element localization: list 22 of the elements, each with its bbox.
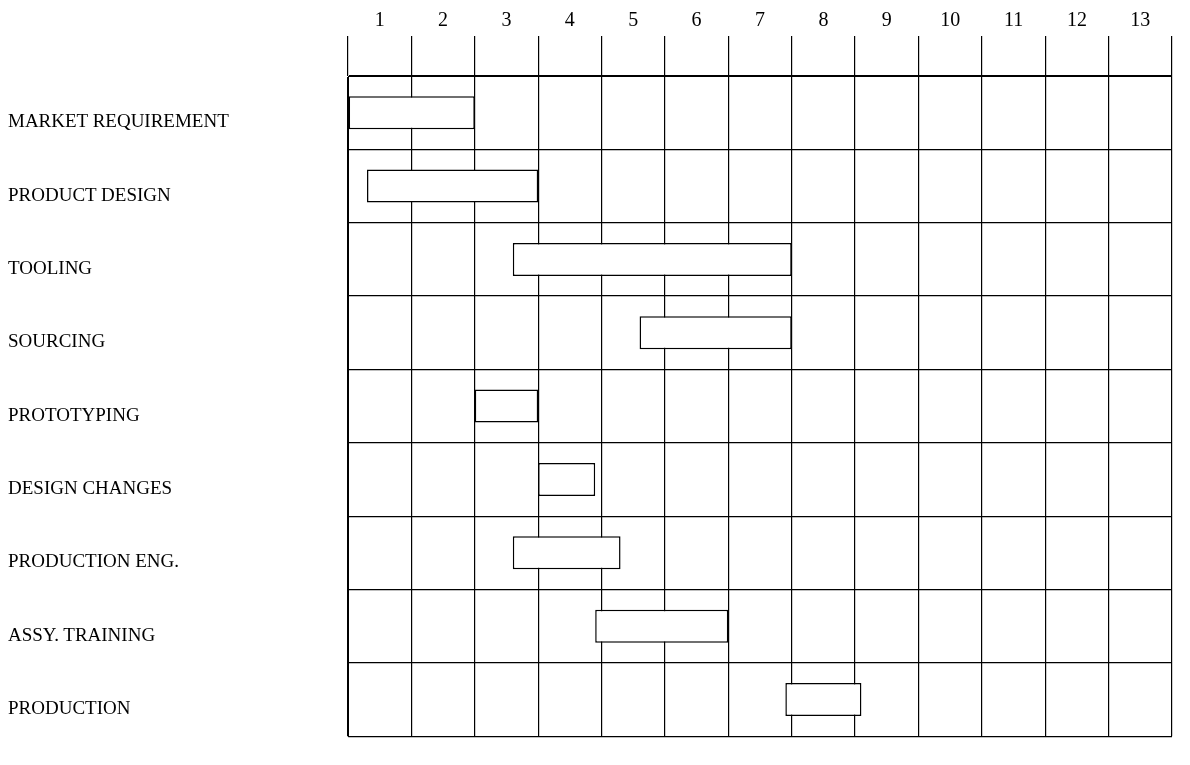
x-tick-label: 2: [438, 8, 449, 31]
y-tick-label: SOURCING: [8, 330, 106, 352]
x-tick-label: 1: [374, 8, 385, 31]
x-tick-label: 4: [564, 8, 575, 31]
x-tick-label: 3: [501, 8, 512, 31]
x-tick-label: 12: [1066, 8, 1087, 31]
x-tick-label: 10: [940, 8, 961, 31]
x-tick-label: 8: [818, 8, 829, 31]
x-tick-label: 13: [1130, 8, 1151, 31]
x-tick-label: 6: [691, 8, 702, 31]
x-tick-label: 7: [755, 8, 765, 31]
y-tick-label: DESIGN CHANGES: [8, 476, 173, 498]
x-tick-label: 11: [1003, 8, 1024, 31]
y-tick-label: TOOLING: [8, 256, 93, 278]
y-tick-label: ASSY. TRAINING: [8, 623, 156, 645]
x-tick-label: 5: [628, 8, 639, 31]
y-tick-label: MARKET REQUIREMENT: [8, 110, 230, 132]
x-tick-label: 9: [881, 8, 892, 31]
y-tick-label: PRODUCTION: [8, 697, 131, 719]
y-tick-label: PRODUCTION ENG.: [8, 550, 179, 572]
y-tick-label: PROTOTYPING: [8, 403, 140, 425]
y-tick-label: PRODUCT DESIGN: [8, 183, 172, 205]
